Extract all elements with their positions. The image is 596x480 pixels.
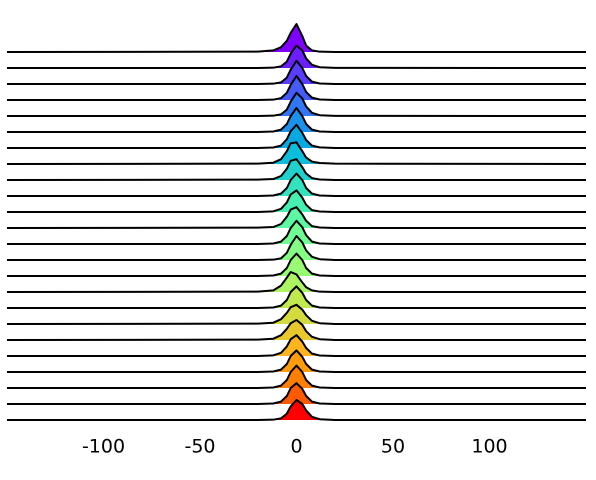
ridge-line <box>7 59 586 85</box>
ridge-line <box>7 75 586 101</box>
ridge-area <box>7 45 586 68</box>
ridge-area <box>7 108 586 132</box>
ridge-line <box>7 107 586 133</box>
ridge-area <box>7 286 586 308</box>
ridge-area <box>7 92 586 116</box>
ridge-line <box>7 334 586 357</box>
ridge-area <box>7 335 586 356</box>
ridge-area <box>7 159 586 180</box>
ridge-area <box>7 400 586 420</box>
ridge-line <box>6 271 586 293</box>
ridge-line <box>7 172 586 197</box>
x-tick-label: 0 <box>290 436 302 458</box>
ridge-area <box>7 365 586 388</box>
ridge-line <box>7 44 587 69</box>
ridge-line <box>7 285 586 309</box>
ridge-line <box>7 235 586 261</box>
ridge-area <box>7 60 586 84</box>
ridge-area <box>7 272 586 292</box>
ridge-line <box>6 23 586 53</box>
x-tick-label: 50 <box>381 436 405 458</box>
ridge-line <box>6 319 586 341</box>
ridge-line <box>7 189 586 213</box>
ridge-area <box>7 190 586 212</box>
x-tick-label: -100 <box>82 436 125 458</box>
ridge-line <box>7 382 586 405</box>
ridge-area <box>7 350 586 372</box>
ridge-area <box>7 24 586 52</box>
ridge-line <box>6 141 587 165</box>
ridge-line <box>7 91 587 117</box>
ridge-line <box>7 123 586 149</box>
x-tick-label: 100 <box>471 436 507 458</box>
ridge-line <box>6 158 586 181</box>
ridge-line <box>6 303 586 325</box>
ridge-area <box>7 383 586 404</box>
ridge-area <box>7 320 586 340</box>
ridge-area <box>7 142 586 164</box>
ridge-line <box>7 349 586 373</box>
ridge-line <box>7 399 586 421</box>
ridge-area <box>7 253 586 276</box>
ridge-line <box>7 252 586 277</box>
ridge-area <box>7 76 586 100</box>
ridge-line <box>7 364 586 389</box>
x-tick-label: -50 <box>184 436 215 458</box>
ridge-line <box>6 206 586 229</box>
ridge-area <box>7 207 586 228</box>
ridge-line <box>7 219 586 245</box>
ridge-area <box>7 304 586 324</box>
ridge-area <box>7 220 586 244</box>
ridge-area <box>7 173 586 196</box>
ridge-area <box>7 124 586 148</box>
ridge-area <box>7 236 586 260</box>
